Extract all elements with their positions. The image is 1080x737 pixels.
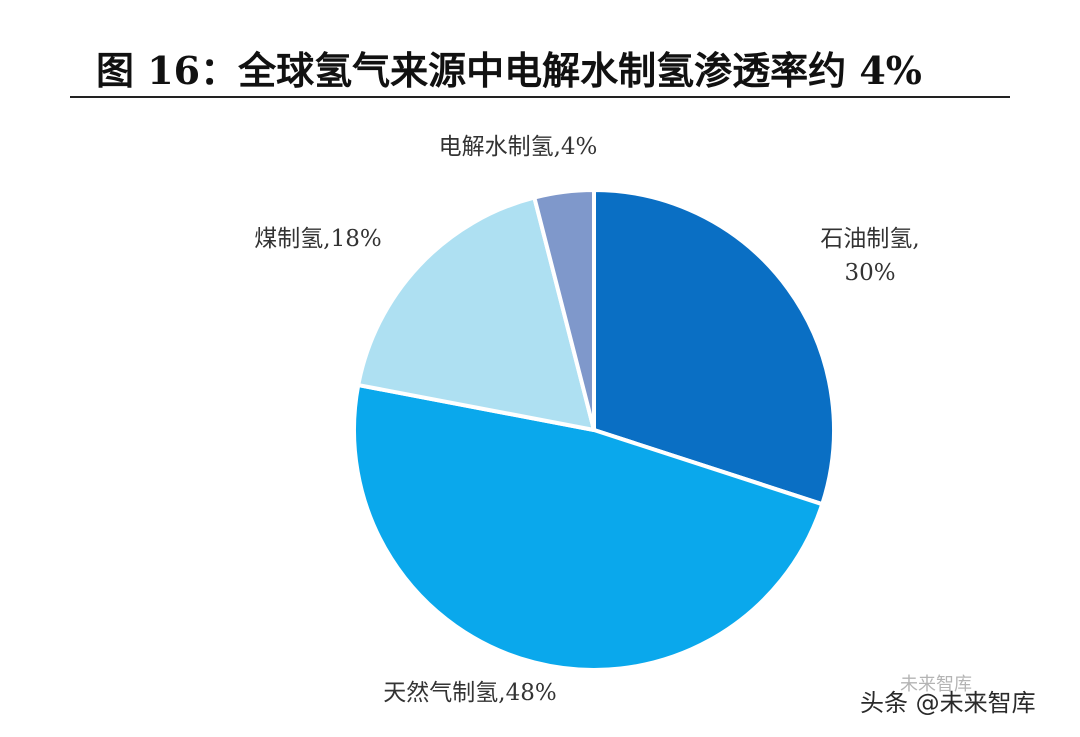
pie-slice-4 — [532, 188, 596, 432]
pie-slice-3 — [356, 195, 596, 432]
slice-label-1: 石油制氢, 30% — [820, 226, 919, 286]
slice-label-3: 煤制氢,18% — [254, 226, 381, 252]
pie-slices — [352, 188, 836, 672]
pie-slice-2 — [352, 383, 825, 672]
slice-label-line: 天然气制氢,48% — [383, 680, 556, 706]
watermark-text: 头条 @未来智库 — [860, 689, 1036, 717]
slice-label-line: 煤制氢,18% — [254, 226, 381, 252]
slice-label-4: 电解水制氢,4% — [439, 134, 598, 160]
pie-labels: 石油制氢, 30% 天然气制氢,48% 煤制氢,18% 电解水制氢,4% — [254, 134, 919, 706]
pie-slice-1 — [592, 188, 836, 507]
slice-label-2: 天然气制氢,48% — [383, 680, 556, 706]
slice-label-line: 30% — [844, 260, 895, 286]
slice-label-line: 石油制氢, — [820, 226, 919, 252]
watermark-badge: 未来智库 — [900, 674, 972, 695]
chart-title: 图 16：全球氢气来源中电解水制氢渗透率约 4% — [96, 48, 922, 93]
title-rule — [70, 96, 1010, 98]
slice-label-line: 电解水制氢,4% — [439, 134, 598, 160]
